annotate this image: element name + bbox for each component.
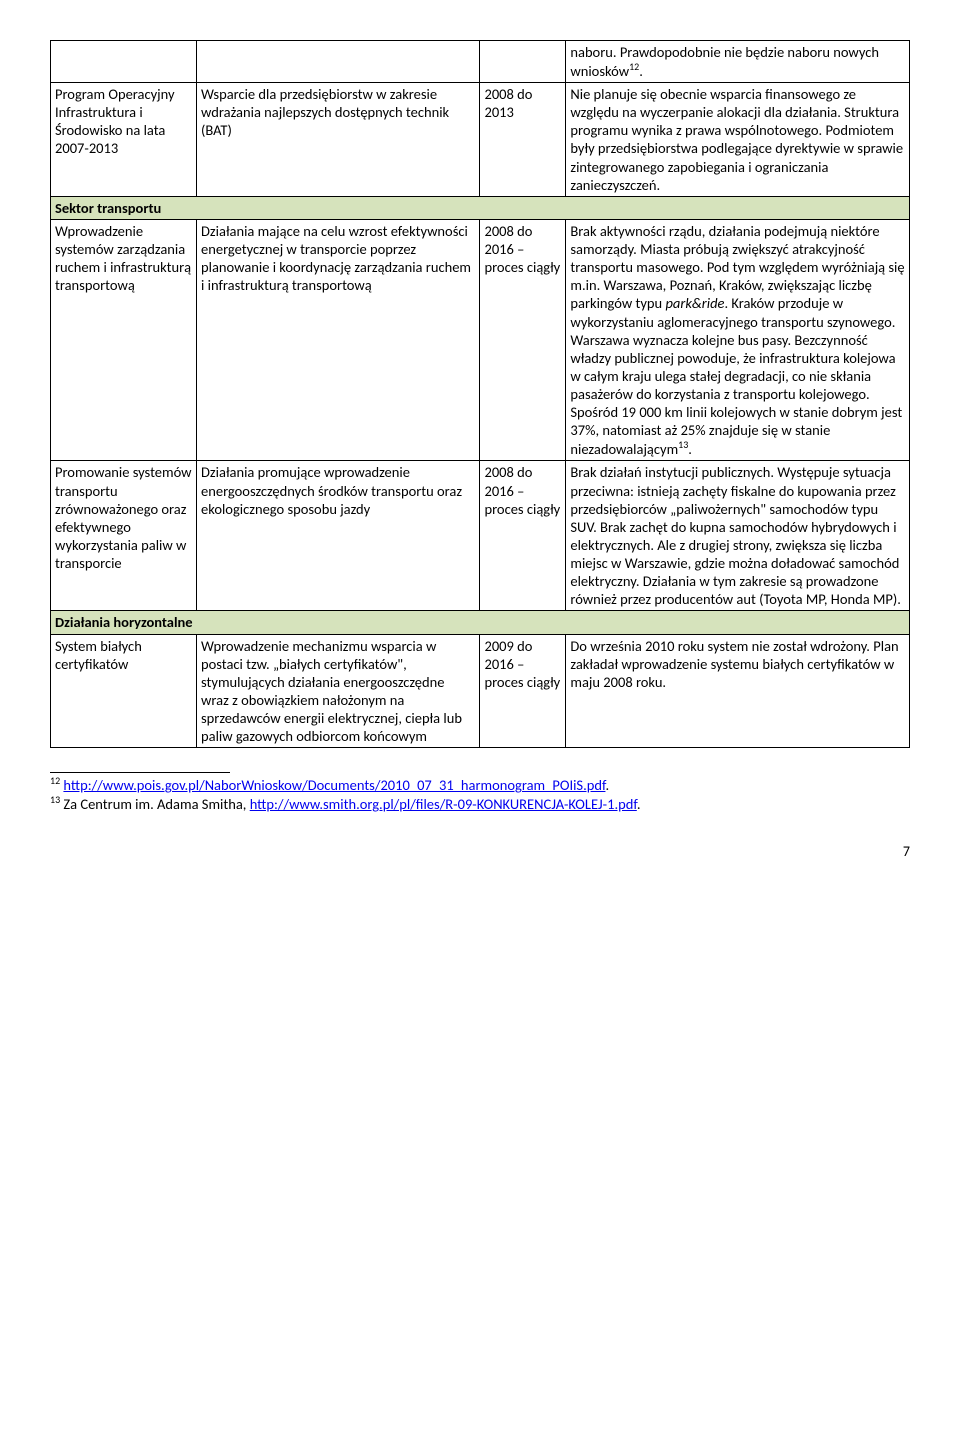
table-cell: Program Operacyjny Infrastruktura i Środ…: [51, 83, 197, 197]
table-cell: Promowanie systemów transportu zrównoważ…: [51, 461, 197, 611]
footnote: 13 Za Centrum im. Adama Smitha, http://w…: [50, 794, 910, 813]
table-cell: Działania mające na celu wzrost efektywn…: [197, 219, 480, 460]
table-cell: [197, 41, 480, 83]
table-cell: Działania promujące wprowadzenie energoo…: [197, 461, 480, 611]
table-cell: 2008 do 2016 – proces ciągły: [480, 219, 566, 460]
table-cell: 2008 do 2013: [480, 83, 566, 197]
table-cell: Brak aktywności rządu, działania podejmu…: [566, 219, 910, 460]
table-cell: Do września 2010 roku system nie został …: [566, 634, 910, 748]
table-cell: System białych certyfikatów: [51, 634, 197, 748]
table-cell: Nie planuje się obecnie wsparcia finanso…: [566, 83, 910, 197]
section-header: Działania horyzontalne: [51, 611, 910, 634]
table-cell: 2009 do 2016 – proces ciągły: [480, 634, 566, 748]
table-cell: Brak działań instytucji publicznych. Wys…: [566, 461, 910, 611]
table-cell: Wprowadzenie systemów zarządzania ruchem…: [51, 219, 197, 460]
table-cell: [51, 41, 197, 83]
table-cell: [480, 41, 566, 83]
table-cell: Wsparcie dla przedsiębiorstw w zakresie …: [197, 83, 480, 197]
section-header: Sektor transportu: [51, 196, 910, 219]
table-cell: 2008 do 2016 – proces ciągły: [480, 461, 566, 611]
table-cell: Wprowadzenie mechanizmu wsparcia w posta…: [197, 634, 480, 748]
table-cell: naboru. Prawdopodobnie nie będzie naboru…: [566, 41, 910, 83]
main-table: naboru. Prawdopodobnie nie będzie naboru…: [50, 40, 910, 748]
page-number: 7: [50, 843, 910, 861]
footnotes: 12 http://www.pois.gov.pl/NaborWnioskow/…: [50, 775, 910, 813]
footnote: 12 http://www.pois.gov.pl/NaborWnioskow/…: [50, 775, 910, 794]
